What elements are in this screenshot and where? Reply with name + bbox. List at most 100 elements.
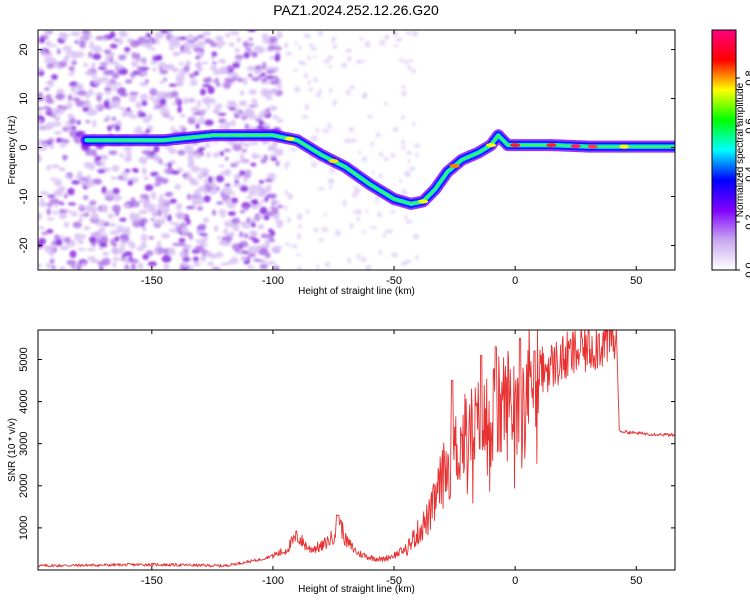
noise-blob <box>222 186 233 194</box>
noise-blob <box>196 206 204 211</box>
noise-blob <box>401 188 408 196</box>
noise-blob <box>143 176 150 180</box>
noise-blob <box>84 181 95 188</box>
noise-blob <box>81 30 91 36</box>
noise-blob <box>62 45 73 52</box>
noise-blob <box>243 52 250 59</box>
noise-blob <box>94 104 101 110</box>
noise-blob <box>244 142 250 148</box>
noise-blob <box>143 203 151 208</box>
noise-blob <box>340 62 348 68</box>
noise-blob <box>70 31 81 37</box>
noise-blob <box>109 230 120 235</box>
noise-blob <box>200 88 206 96</box>
noise-blob <box>398 179 403 183</box>
noise-blob <box>202 235 208 242</box>
noise-blob <box>175 202 183 211</box>
noise-blob <box>269 80 279 85</box>
noise-blob <box>38 226 45 230</box>
colorbar-tick-label-2: 0.4 <box>744 166 750 181</box>
noise-blob <box>409 58 413 64</box>
noise-blob <box>398 58 404 62</box>
noise-blob <box>188 98 196 103</box>
noise-blob <box>332 44 338 49</box>
noise-blob <box>264 196 269 203</box>
noise-blob <box>246 265 256 269</box>
noise-blob <box>83 225 91 231</box>
noise-blob <box>219 67 224 75</box>
noise-blob <box>47 202 53 208</box>
noise-blob <box>109 43 118 49</box>
noise-blob <box>248 89 258 95</box>
noise-blob <box>211 209 217 216</box>
noise-blob <box>196 201 202 206</box>
noise-blob <box>183 262 188 269</box>
noise-blob <box>145 32 152 38</box>
noise-blob <box>38 37 46 44</box>
noise-blob <box>147 261 157 267</box>
noise-blob <box>138 199 148 203</box>
noise-blob <box>167 214 172 222</box>
noise-blob <box>247 72 253 78</box>
noise-blob <box>75 130 85 138</box>
noise-blob <box>112 262 117 268</box>
snr-ylabel: SNR (10 * v/v) <box>7 418 18 482</box>
noise-blob <box>375 196 379 203</box>
noise-blob <box>266 172 277 181</box>
colorbar-frame <box>711 29 737 271</box>
noise-blob <box>55 188 63 197</box>
noise-blob <box>58 167 66 172</box>
noise-blob <box>169 35 178 44</box>
noise-blob <box>169 221 176 225</box>
noise-blob <box>362 230 366 234</box>
noise-blob <box>199 108 208 113</box>
noise-blob <box>403 59 409 65</box>
noise-blob <box>257 215 266 219</box>
noise-blob <box>310 135 318 142</box>
noise-blob <box>164 93 173 98</box>
noise-blob <box>180 226 189 234</box>
noise-blob <box>197 173 204 180</box>
noise-blob <box>97 169 106 174</box>
noise-blob <box>48 44 58 48</box>
noise-blob <box>218 164 225 168</box>
noise-blob <box>232 62 241 69</box>
noise-blob <box>80 262 87 267</box>
noise-blob <box>223 148 231 153</box>
snr-ytick-label-3: 4000 <box>18 389 30 413</box>
noise-blob <box>150 217 155 222</box>
noise-blob <box>317 30 324 37</box>
noise-blob <box>242 77 248 86</box>
noise-blob <box>383 157 389 162</box>
noise-blob <box>294 245 298 249</box>
noise-blob <box>216 235 223 240</box>
noise-blob <box>96 162 102 166</box>
noise-blob <box>156 91 166 99</box>
noise-blob <box>196 34 205 39</box>
snr-xtick-label-3: 0 <box>512 575 518 587</box>
colorbar-ticks: 0.0 0.2 0.4 0.6 0.8 <box>711 29 750 278</box>
noise-blob <box>123 251 133 257</box>
noise-blob <box>158 159 163 165</box>
noise-blob <box>400 139 406 145</box>
noise-blob <box>229 30 240 36</box>
noise-blob <box>238 141 245 146</box>
noise-blob <box>111 165 120 172</box>
noise-blob <box>290 147 297 152</box>
noise-blob <box>167 147 177 155</box>
noise-blob <box>352 210 357 214</box>
noise-blob <box>130 267 137 270</box>
noise-blob <box>271 246 279 253</box>
noise-blob <box>80 177 89 181</box>
noise-blob <box>204 119 214 126</box>
noise-blob <box>195 123 200 130</box>
noise-blob <box>46 217 55 221</box>
noise-blob <box>129 91 139 96</box>
noise-blob <box>153 32 164 37</box>
noise-blob <box>141 167 148 175</box>
noise-blob <box>350 138 357 144</box>
noise-blob <box>142 61 147 66</box>
noise-blob <box>58 209 68 214</box>
noise-blob <box>140 241 147 250</box>
